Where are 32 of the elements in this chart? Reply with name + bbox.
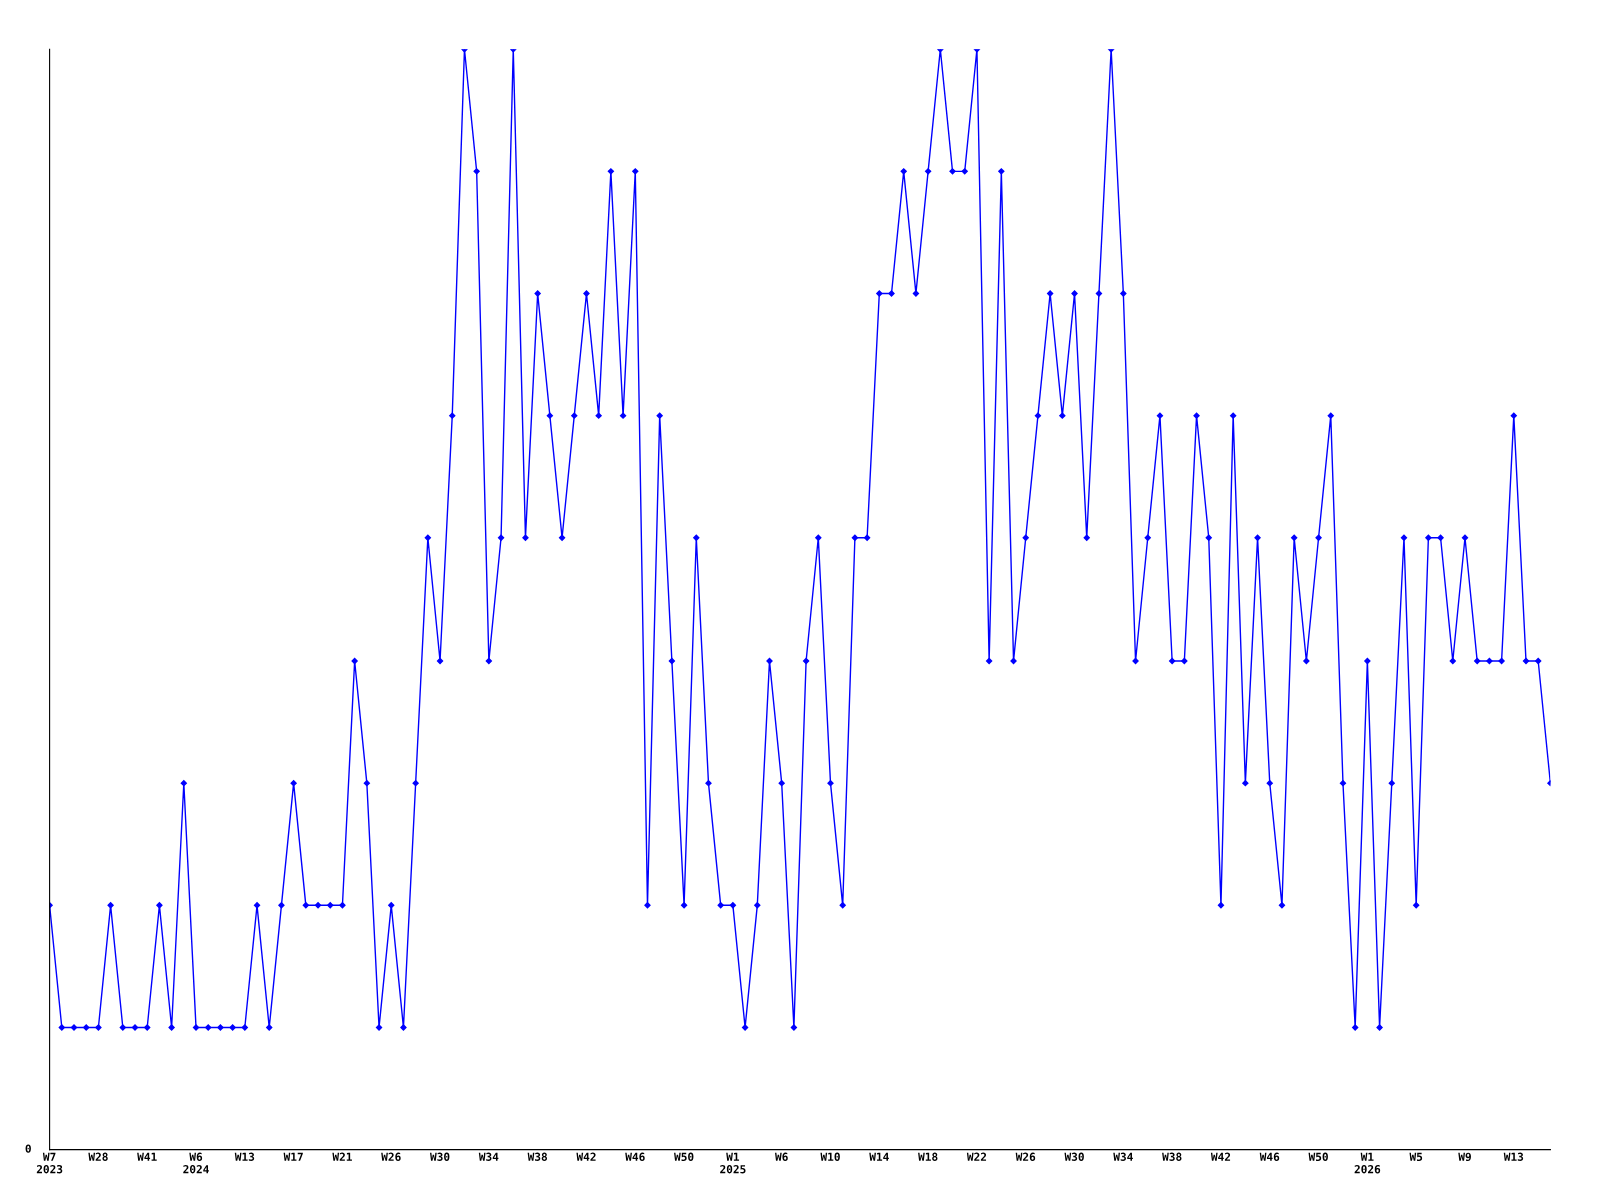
x-tick-label: W38 bbox=[1162, 1152, 1182, 1161]
x-tick-label: W30 bbox=[430, 1152, 450, 1161]
x-tick-label: W5 bbox=[1409, 1152, 1423, 1161]
x-tick-label: W26 bbox=[1015, 1152, 1036, 1161]
x-tick-label: W50 bbox=[1308, 1152, 1328, 1161]
x-tick-label: W13 bbox=[1503, 1152, 1524, 1161]
x-tick-label: W6 bbox=[775, 1152, 788, 1161]
x-tick-label: W42 bbox=[576, 1152, 596, 1161]
x-tick-label: W30 bbox=[1064, 1152, 1084, 1161]
x-tick-label: W10 bbox=[820, 1152, 840, 1161]
x-tick-label: W1 2025 bbox=[720, 1152, 746, 1174]
x-tick-label: W1 2026 bbox=[1354, 1152, 1381, 1174]
x-tick-label: W26 bbox=[381, 1152, 401, 1161]
x-tick-label: W34 bbox=[478, 1152, 499, 1161]
x-tick-label: W46 bbox=[1259, 1152, 1280, 1161]
x-tick-label: W14 bbox=[869, 1152, 889, 1161]
x-tick-label: W18 bbox=[918, 1152, 938, 1161]
x-tick-label: W17 bbox=[283, 1152, 303, 1161]
x-tick-label: W42 bbox=[1210, 1152, 1231, 1161]
x-tick-label: W22 bbox=[966, 1152, 987, 1161]
x-tick-label: W46 bbox=[625, 1152, 645, 1161]
x-tick-label: W50 bbox=[674, 1152, 694, 1161]
x-tick-label: W34 bbox=[1113, 1152, 1133, 1161]
x-tick-label: W38 bbox=[527, 1152, 547, 1161]
x-tick-label: W9 bbox=[1458, 1152, 1471, 1162]
x-tick-label: W13 bbox=[234, 1152, 255, 1161]
x-tick-label: W7 2023 bbox=[36, 1152, 63, 1174]
x-tick-label: W41 bbox=[137, 1152, 157, 1161]
x-tick-label: W21 bbox=[332, 1152, 352, 1161]
x-tick-label: W6 2024 bbox=[183, 1152, 209, 1174]
x-tick-label: W28 bbox=[88, 1152, 108, 1161]
text: 0 bbox=[25, 1144, 31, 1153]
